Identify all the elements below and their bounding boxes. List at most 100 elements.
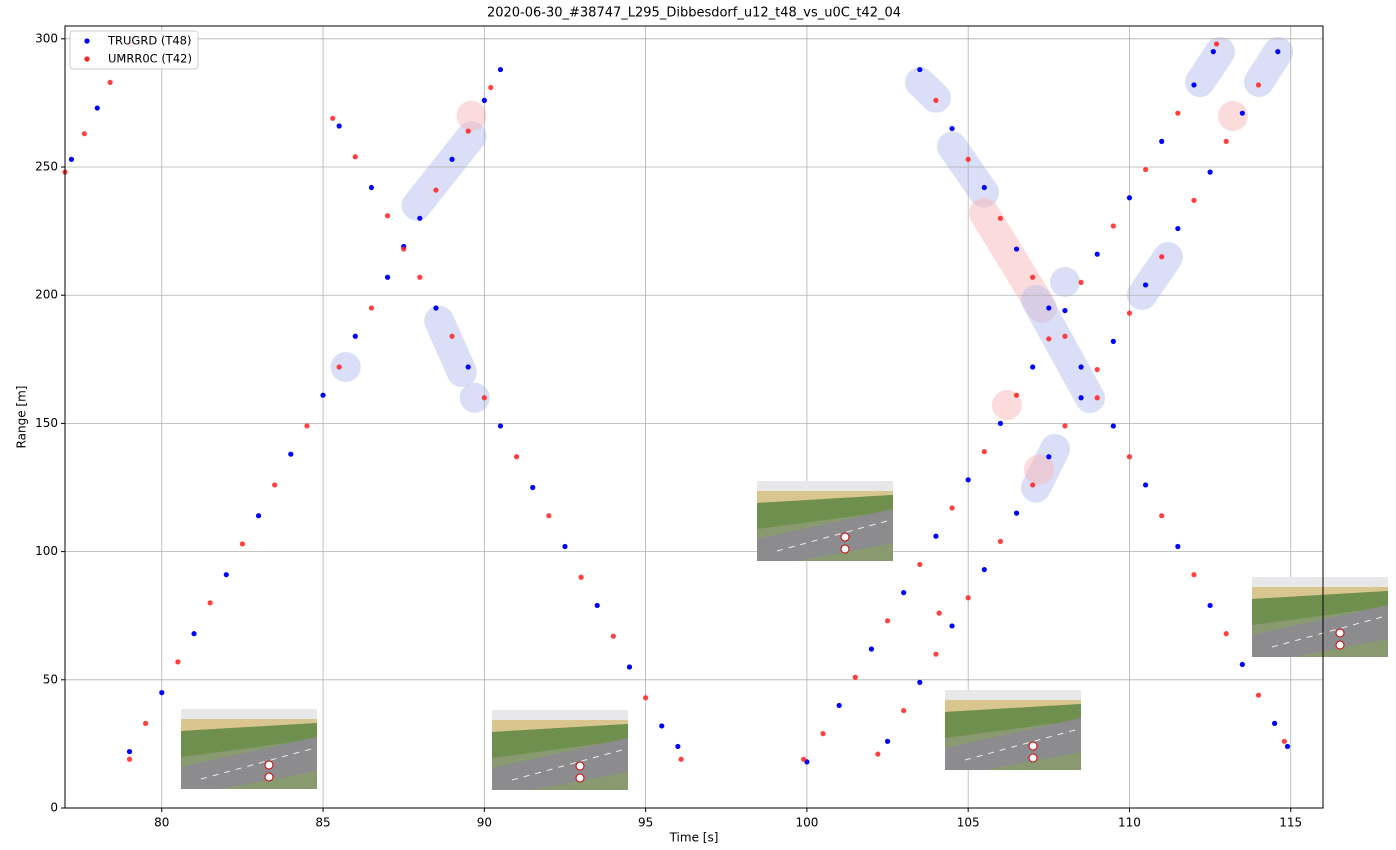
point	[868, 646, 875, 652]
point	[949, 623, 955, 629]
point	[1110, 223, 1116, 229]
point	[481, 97, 487, 103]
x-tick-label: 85	[315, 816, 330, 830]
point	[1159, 254, 1165, 260]
point	[272, 482, 278, 488]
point	[1223, 138, 1229, 144]
point	[678, 756, 684, 762]
point	[610, 633, 616, 639]
point	[417, 274, 423, 280]
point	[884, 618, 891, 624]
point	[578, 574, 584, 580]
point	[81, 131, 87, 137]
grid	[65, 26, 1323, 809]
x-axis-label: Time [s]	[669, 831, 719, 845]
point	[497, 423, 504, 429]
point	[497, 66, 504, 73]
point	[997, 538, 1004, 544]
point	[1078, 364, 1084, 370]
point	[207, 600, 213, 606]
point	[384, 274, 391, 280]
point	[126, 748, 133, 755]
point	[368, 305, 375, 311]
point	[981, 184, 987, 191]
point	[949, 505, 955, 511]
point	[965, 477, 971, 483]
x-tick-label: 80	[154, 816, 169, 830]
point	[965, 595, 971, 601]
plot-frame	[64, 25, 1324, 809]
legend-box	[69, 30, 199, 70]
y-tick-label: 50	[43, 672, 58, 686]
point	[1062, 333, 1068, 339]
point	[465, 364, 471, 370]
legend-marker	[84, 38, 90, 44]
point	[1030, 482, 1036, 488]
point	[659, 723, 665, 729]
point	[933, 533, 939, 539]
point	[107, 79, 113, 86]
point	[852, 674, 858, 680]
point	[320, 392, 326, 398]
point	[1272, 720, 1278, 726]
point	[1255, 82, 1262, 88]
point	[1013, 510, 1020, 516]
x-tick-label: 100	[795, 816, 818, 830]
y-tick-label: 200	[35, 288, 58, 302]
point	[1175, 543, 1181, 550]
point	[384, 213, 391, 219]
point	[1159, 138, 1165, 144]
point	[1142, 482, 1149, 488]
point	[546, 513, 552, 519]
point	[1159, 513, 1165, 519]
point	[1175, 110, 1181, 116]
point	[981, 449, 987, 455]
point	[1062, 423, 1068, 429]
point	[159, 690, 165, 696]
point	[368, 184, 375, 191]
point	[917, 561, 923, 568]
point	[933, 651, 939, 657]
point	[901, 707, 907, 714]
point	[936, 610, 942, 616]
y-tick-label: 0	[50, 801, 58, 815]
point	[1030, 364, 1036, 370]
point	[1110, 338, 1116, 344]
point	[1046, 336, 1052, 342]
point	[1191, 197, 1197, 203]
point	[1223, 631, 1229, 637]
point	[449, 156, 455, 162]
point	[1239, 110, 1245, 116]
point	[884, 738, 891, 744]
point	[1094, 366, 1100, 373]
point	[417, 215, 423, 221]
y-tick-label: 250	[35, 160, 58, 174]
point	[1281, 738, 1287, 744]
point	[401, 246, 407, 252]
point	[1110, 423, 1116, 429]
point	[1013, 246, 1020, 252]
point	[433, 187, 439, 193]
point	[949, 125, 955, 132]
point	[352, 333, 358, 339]
point	[1210, 49, 1216, 55]
point	[1191, 82, 1197, 88]
track-halos	[330, 37, 1293, 503]
point	[1078, 279, 1084, 285]
point	[1094, 395, 1100, 401]
chart-title: 2020-06-30_#38747_L295_Dibbesdorf_u12_t4…	[487, 6, 901, 21]
point	[875, 751, 881, 757]
point	[1191, 572, 1197, 578]
point	[1078, 395, 1084, 401]
point	[513, 454, 520, 460]
point	[352, 154, 358, 160]
point	[94, 105, 100, 111]
point	[288, 451, 294, 457]
point	[1284, 743, 1291, 750]
point	[304, 423, 310, 429]
point	[223, 572, 229, 578]
x-tick-label: 115	[1279, 816, 1302, 830]
legend-label: TRUGRD (T48)	[107, 34, 191, 48]
point	[239, 541, 246, 547]
